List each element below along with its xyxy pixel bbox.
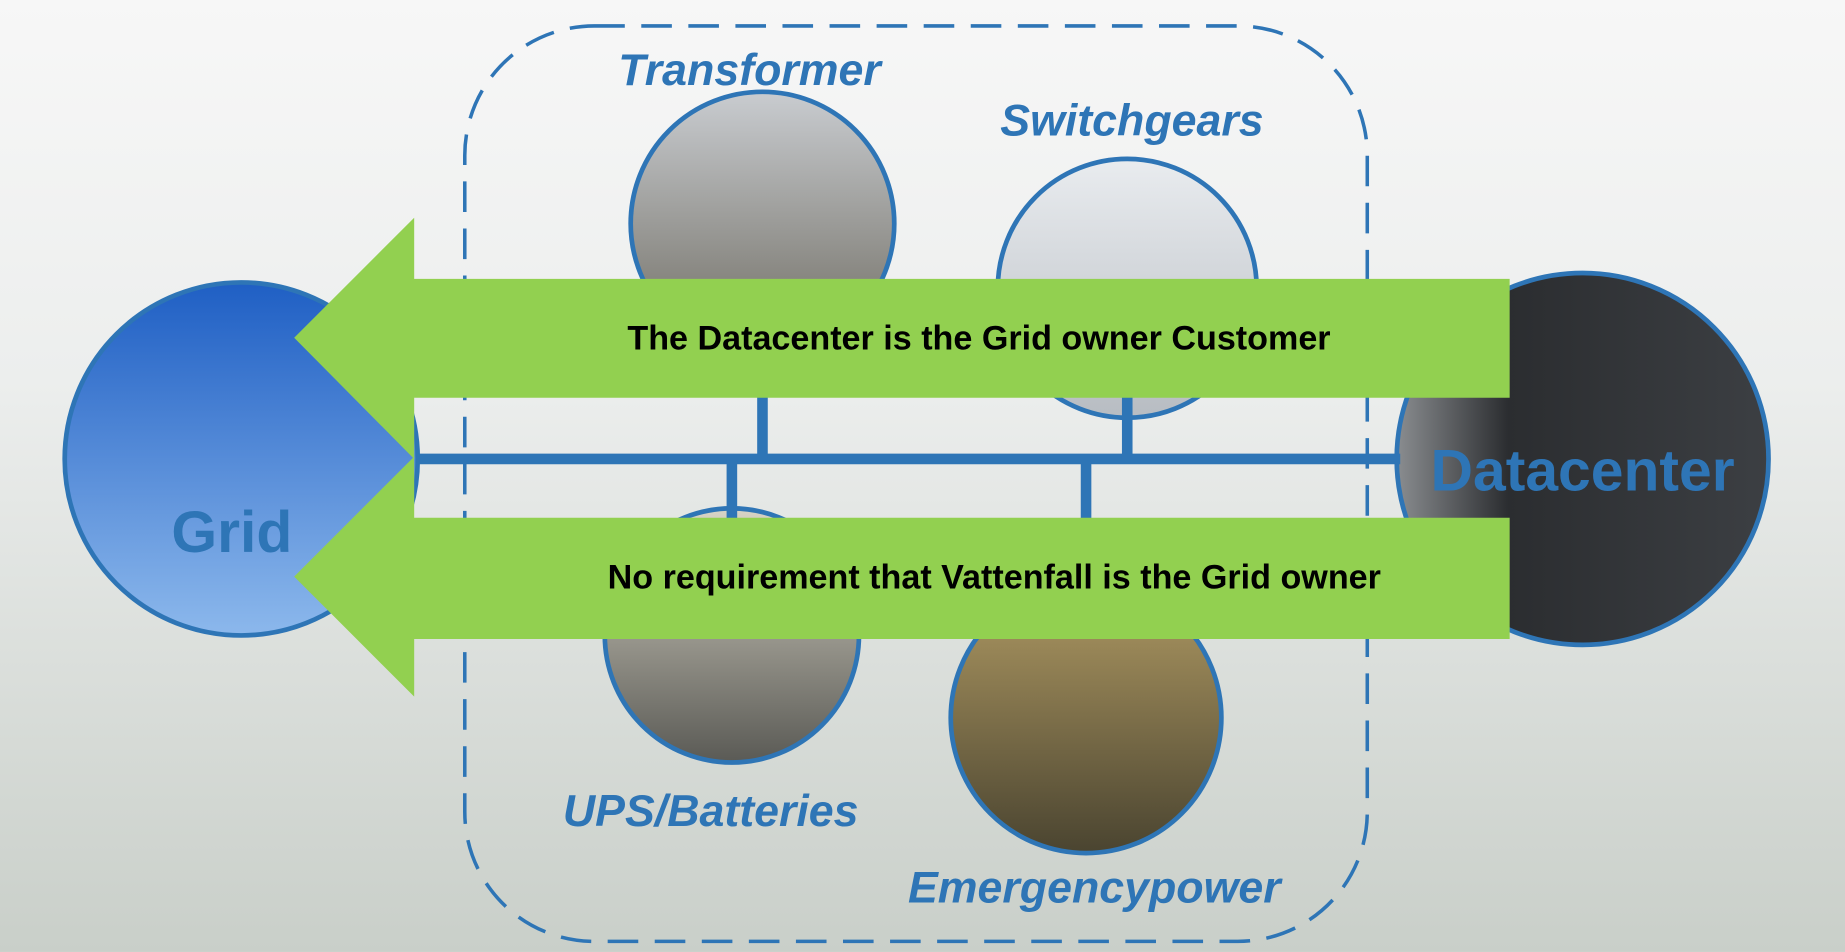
arrow-label: No requirement that Vattenfall is the Gr… (608, 558, 1381, 596)
arrow-label: The Datacenter is the Grid owner Custome… (627, 320, 1330, 358)
diagram: The Datacenter is the Grid owner Custome… (0, 0, 1845, 952)
page: The Datacenter is the Grid owner Custome… (0, 0, 1845, 952)
node-label: Datacenter (1431, 439, 1735, 504)
node-label: Emergencypower (908, 864, 1283, 913)
node-label: Switchgears (1000, 96, 1263, 145)
node-label: UPS/Batteries (563, 787, 859, 836)
node-label: Transformer (618, 46, 883, 95)
node-label: Grid (171, 500, 292, 565)
